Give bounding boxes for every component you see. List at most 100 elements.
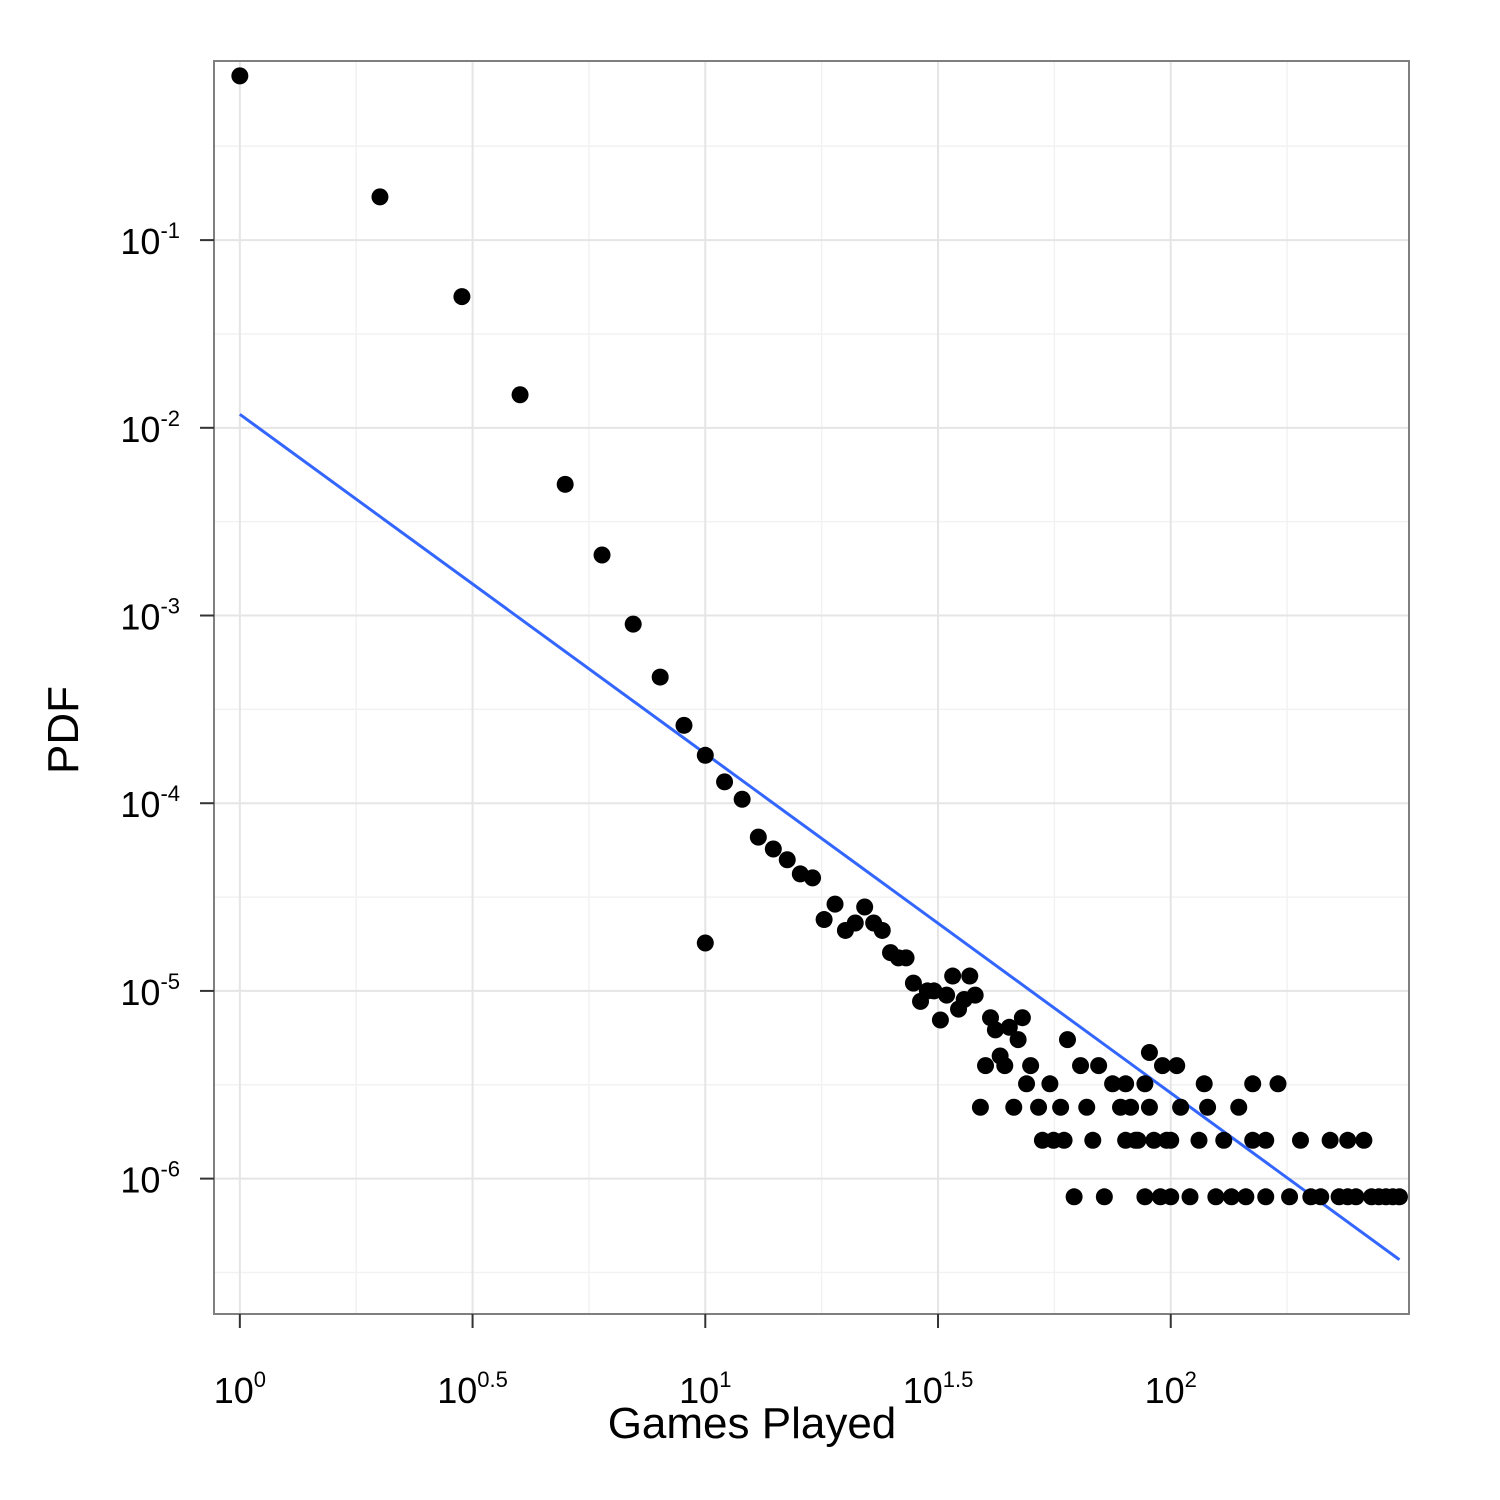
data-point — [1168, 1057, 1186, 1075]
data-point — [1145, 1131, 1163, 1149]
data-point — [716, 773, 734, 791]
data-point — [1084, 1131, 1102, 1149]
data-point — [1030, 1098, 1048, 1116]
data-point — [453, 288, 471, 306]
data-point — [733, 790, 751, 808]
data-point — [1117, 1075, 1135, 1093]
data-point — [1005, 1098, 1023, 1116]
data-point — [1347, 1188, 1365, 1206]
data-point — [1055, 1131, 1073, 1149]
data-point — [696, 746, 714, 764]
plot-panel-border — [213, 60, 1410, 1315]
data-point — [873, 921, 891, 939]
data-point — [1009, 1031, 1027, 1049]
x-tick-label: 102 — [1145, 1367, 1197, 1411]
data-point — [1321, 1131, 1339, 1149]
data-point — [624, 615, 642, 633]
y-tick-label: 10-2 — [120, 406, 180, 450]
y-tick-label: 10-3 — [120, 594, 180, 638]
data-point — [1022, 1057, 1040, 1075]
data-point — [897, 949, 915, 967]
data-point — [986, 1021, 1004, 1039]
data-point — [1390, 1188, 1408, 1206]
data-point — [1140, 1098, 1158, 1116]
data-point — [846, 914, 864, 932]
data-point — [1190, 1131, 1208, 1149]
data-point — [1095, 1188, 1113, 1206]
data-point — [1195, 1075, 1213, 1093]
data-point — [1244, 1131, 1262, 1149]
data-point — [971, 1098, 989, 1116]
data-point — [1162, 1131, 1180, 1149]
data-point — [1136, 1075, 1154, 1093]
data-point — [1140, 1043, 1158, 1061]
data-point — [1013, 1009, 1031, 1027]
minor-gridlines — [214, 61, 1409, 1314]
data-point — [977, 1057, 995, 1075]
data-point — [944, 967, 962, 985]
data-point — [1355, 1131, 1373, 1149]
data-point — [856, 898, 874, 916]
data-point — [1339, 1131, 1357, 1149]
data-point — [1215, 1131, 1233, 1149]
data-point — [1122, 1098, 1140, 1116]
y-tick-label: 10-6 — [120, 1157, 180, 1201]
data-point — [1207, 1188, 1225, 1206]
data-point — [815, 911, 833, 929]
data-point — [1237, 1188, 1255, 1206]
y-axis-title: PDF — [39, 686, 88, 774]
data-point — [593, 546, 611, 564]
data-point — [1257, 1131, 1275, 1149]
data-point — [1199, 1098, 1217, 1116]
data-point — [1052, 1098, 1070, 1116]
y-tick-label: 10-1 — [120, 218, 180, 262]
data-point — [1230, 1098, 1248, 1116]
data-point — [1222, 1188, 1240, 1206]
data-point — [371, 188, 389, 206]
data-point — [1104, 1075, 1122, 1093]
data-point — [1291, 1131, 1309, 1149]
data-point — [1257, 1188, 1275, 1206]
data-point — [651, 668, 669, 686]
data-point — [1126, 1131, 1144, 1149]
data-point — [1136, 1188, 1154, 1206]
data-point — [1162, 1188, 1180, 1206]
data-point — [1172, 1098, 1190, 1116]
y-tick-label: 10-4 — [120, 781, 180, 825]
x-tick-label: 101 — [679, 1367, 731, 1411]
data-point — [556, 475, 574, 493]
data-point — [1000, 1018, 1018, 1036]
data-point — [996, 1057, 1014, 1075]
data-point — [961, 967, 979, 985]
data-point — [904, 974, 922, 992]
data-point — [231, 67, 249, 85]
data-point — [675, 716, 693, 734]
y-tick-label: 10-5 — [120, 969, 180, 1013]
data-point — [1041, 1075, 1059, 1093]
data-point — [1269, 1075, 1287, 1093]
data-point — [938, 986, 956, 1004]
data-point — [931, 1011, 949, 1029]
data-point — [1281, 1188, 1299, 1206]
data-point — [1312, 1188, 1330, 1206]
data-point — [778, 851, 796, 869]
x-axis-ticks: 100 100.5 101 101.5 102 — [214, 1314, 1197, 1411]
data-point — [1078, 1098, 1096, 1116]
data-points — [231, 67, 1408, 1206]
data-point — [826, 895, 844, 913]
data-point — [511, 386, 529, 404]
data-point — [966, 986, 984, 1004]
data-point — [1018, 1075, 1036, 1093]
data-point — [804, 869, 822, 887]
data-point — [1090, 1057, 1108, 1075]
x-axis-title: Games Played — [608, 1399, 897, 1448]
data-point — [1065, 1188, 1083, 1206]
data-point — [1181, 1188, 1199, 1206]
data-point — [764, 840, 782, 858]
x-tick-label: 100.5 — [437, 1367, 508, 1411]
data-point — [749, 828, 767, 846]
data-point — [1244, 1075, 1262, 1093]
data-point — [1072, 1057, 1090, 1075]
fit-line — [238, 413, 1401, 1261]
